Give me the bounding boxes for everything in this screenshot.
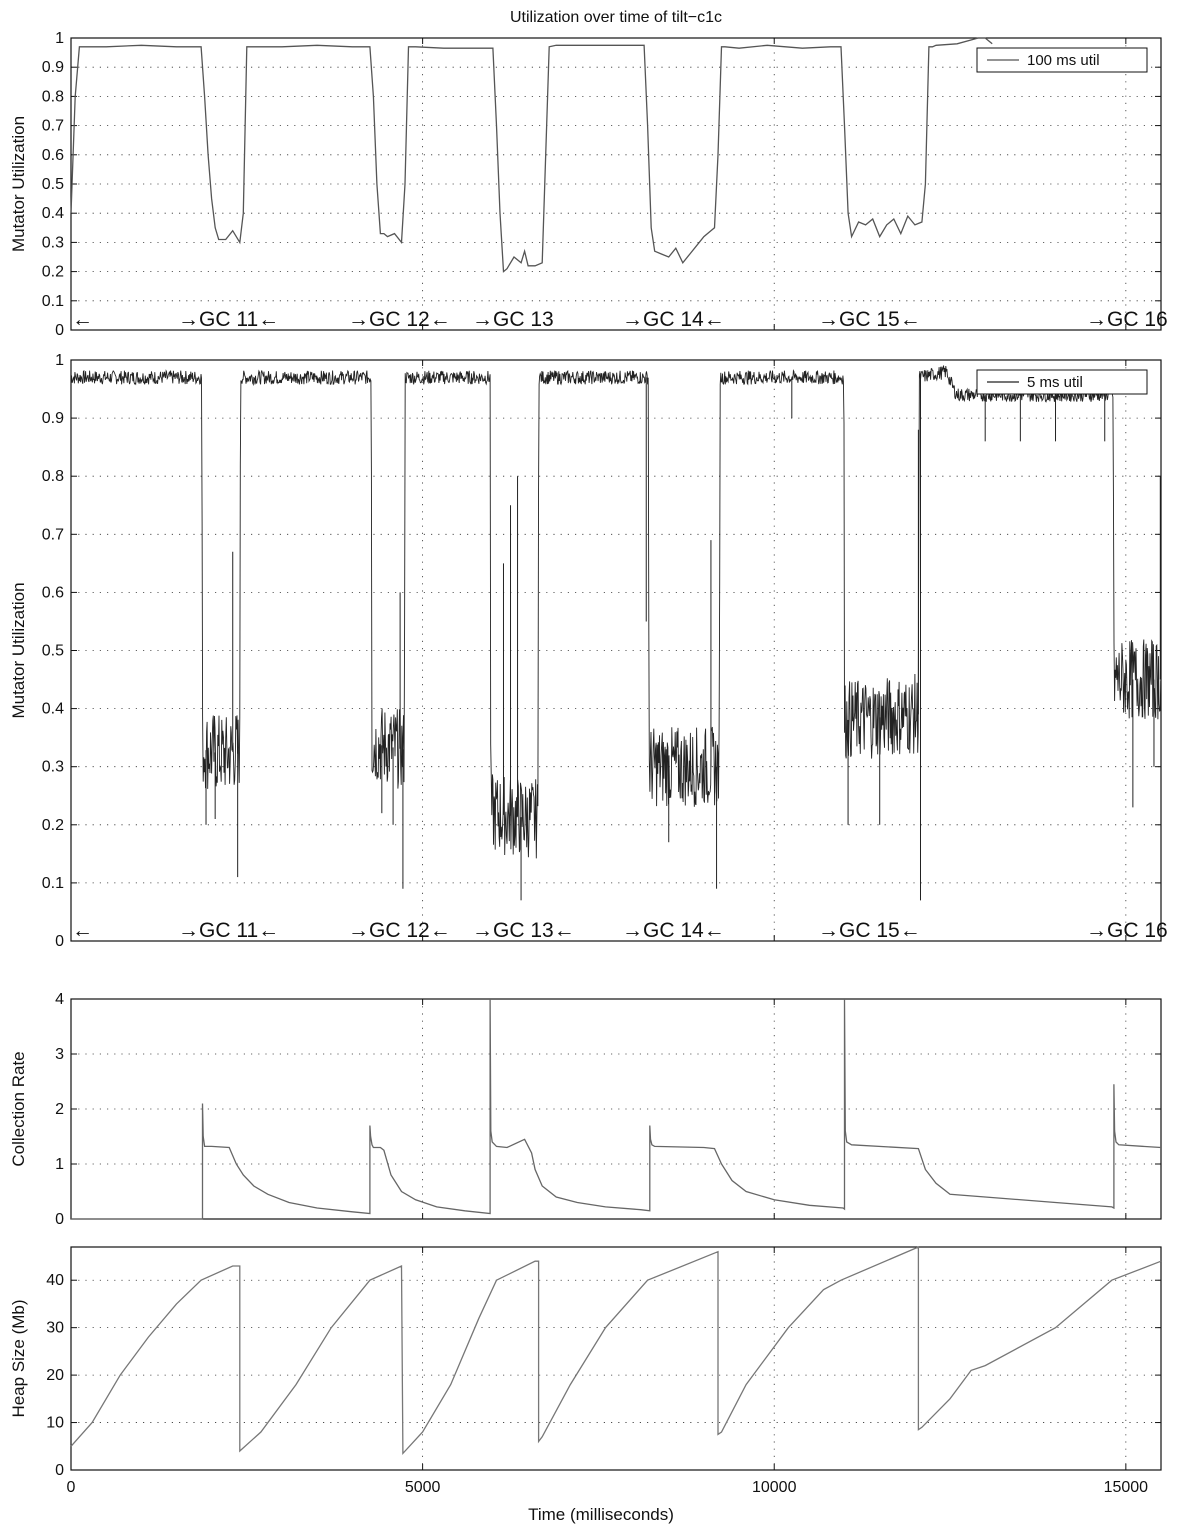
x-tick-label: 10000 — [752, 1479, 797, 1496]
y-tick-label: 0.7 — [42, 526, 64, 543]
y-tick-label: 0 — [55, 1462, 64, 1479]
gc-annotation: →GC 13 — [472, 308, 554, 331]
y-tick-label: 0.1 — [42, 293, 64, 310]
y-tick-label: 0 — [55, 1211, 64, 1228]
x-tick-label: 5000 — [405, 1479, 441, 1496]
y-tick-label: 0.9 — [42, 59, 64, 76]
y-tick-label: 10 — [46, 1415, 64, 1432]
legend-label: 100 ms util — [1027, 52, 1100, 69]
x-axis-label: Time (milliseconds) — [528, 1505, 674, 1524]
gc-annotation: →GC 15← — [818, 308, 921, 331]
y-tick-label: 0 — [55, 933, 64, 950]
y-tick-label: 30 — [46, 1320, 64, 1337]
y-tick-label: 0.2 — [42, 817, 64, 834]
y-tick-label: 1 — [55, 1156, 64, 1173]
x-tick-label: 15000 — [1104, 1479, 1149, 1496]
y-tick-label: 0.8 — [42, 88, 64, 105]
series-line — [71, 998, 1162, 1220]
chart-panel-4: 0 10 20 30 40 0 5000 10000 15000 Heap Size (Mb) Ti… — [9, 1246, 1162, 1524]
series-line — [70, 365, 1162, 859]
y-axis-label: Collection Rate — [9, 1051, 28, 1166]
y-tick-label: 0.3 — [42, 234, 64, 251]
y-tick-label: 0.4 — [42, 205, 64, 222]
gc-annotation: →GC 16 — [1086, 919, 1168, 942]
axes-frame — [70, 1246, 1162, 1471]
y-tick-label: 0.1 — [42, 875, 64, 892]
chart-title: Utilization over time of tilt−c1c — [510, 9, 722, 26]
y-tick-label: 0.4 — [42, 701, 64, 718]
axes-frame — [70, 998, 1162, 1220]
y-tick-label: 0.5 — [42, 176, 64, 193]
y-tick-label: 0.3 — [42, 759, 64, 776]
legend: 5 ms util — [976, 369, 1148, 395]
gc-annotation: →GC 11← — [178, 308, 279, 331]
gc-annotation: ← — [72, 308, 93, 331]
series-line — [70, 1246, 1162, 1456]
y-tick-label: 40 — [46, 1272, 64, 1289]
gc-annotation: →GC 13← — [472, 919, 575, 942]
y-tick-label: 2 — [55, 1101, 64, 1118]
gc-annotation: →GC 14← — [622, 308, 725, 331]
y-tick-label: 0.7 — [42, 118, 64, 135]
gc-annotation: →GC 11← — [178, 919, 279, 942]
gc-annotation: ← — [72, 919, 93, 942]
y-tick-label: 0.9 — [42, 410, 64, 427]
y-axis-label: Mutator Utilization — [9, 116, 28, 252]
axes-frame — [70, 37, 1162, 331]
legend: 100 ms util — [976, 47, 1148, 73]
legend-label: 5 ms util — [1027, 374, 1083, 391]
chart-panel-2: 0 0.1 0.2 0.3 0.4 0.5 0.6 0.7 0.8 0.9 1 Mutator Uti… — [9, 352, 1168, 950]
y-axis-label: Heap Size (Mb) — [9, 1299, 28, 1417]
gc-annotation: →GC 12← — [348, 308, 451, 331]
y-tick-label: 0.6 — [42, 584, 64, 601]
gc-annotation: →GC 16 — [1086, 308, 1168, 331]
y-tick-label: 0.8 — [42, 468, 64, 485]
y-tick-label: 3 — [55, 1046, 64, 1063]
y-axis-label: Mutator Utilization — [9, 582, 28, 718]
y-tick-label: 0 — [55, 322, 64, 339]
chart-panel-1: 0 0.1 0.2 0.3 0.4 0.5 0.6 0.7 0.8 0.9 1 Mutator Uti… — [9, 9, 1168, 339]
y-tick-label: 0.6 — [42, 147, 64, 164]
y-tick-label: 1 — [55, 352, 64, 369]
gc-annotation: →GC 14← — [622, 919, 725, 942]
chart-panel-3: 0 1 2 3 4 Collection Rate — [9, 991, 1162, 1228]
y-tick-label: 4 — [55, 991, 64, 1008]
x-tick-label: 0 — [67, 1479, 76, 1496]
axes-frame — [70, 359, 1162, 942]
y-tick-label: 1 — [55, 30, 64, 47]
gc-annotation: →GC 12← — [348, 919, 451, 942]
gc-annotation: →GC 15← — [818, 919, 921, 942]
y-tick-label: 0.2 — [42, 264, 64, 281]
series-line — [70, 37, 993, 273]
y-tick-label: 0.5 — [42, 643, 64, 660]
y-tick-label: 20 — [46, 1367, 64, 1384]
